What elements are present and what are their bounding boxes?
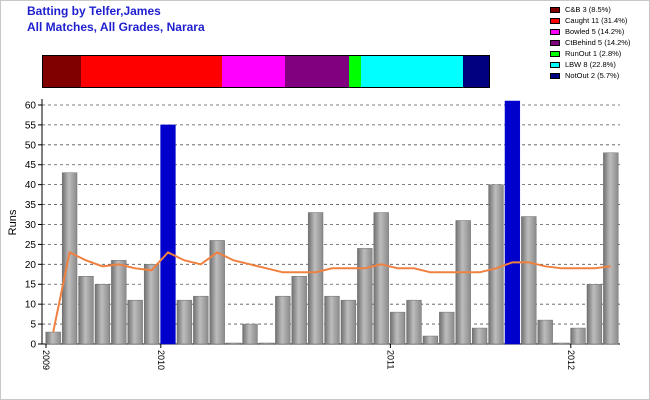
legend-swatch [550, 50, 560, 57]
strip-segment [463, 56, 489, 87]
x-year-label: 2012 [566, 350, 576, 370]
innings-bar [422, 335, 439, 345]
innings-bar [389, 311, 406, 345]
innings-bar [340, 299, 357, 345]
innings-bar [439, 311, 455, 345]
chart-title: Batting by Telfer,James [27, 4, 161, 18]
innings-bar [537, 319, 553, 345]
y-tick-label: 15 [25, 280, 37, 291]
x-year-label: 2011 [385, 350, 395, 369]
y-tick-label: 35 [25, 200, 37, 211]
innings-bar [291, 276, 307, 345]
legend-swatch [550, 39, 560, 46]
innings-bar [373, 212, 389, 345]
strip-segment [81, 56, 222, 87]
innings-bar [45, 331, 61, 345]
y-tick-label: 55 [25, 120, 37, 131]
y-tick-label: 5 [30, 320, 36, 331]
legend-swatch [550, 28, 560, 35]
legend-swatch [550, 61, 560, 68]
innings-bar [307, 212, 324, 345]
x-year-label: 2009 [41, 350, 51, 370]
innings-bar [111, 260, 127, 345]
innings-bar [406, 299, 422, 345]
legend-label: LBW 8 (22.8%) [565, 60, 616, 69]
strip-segment [43, 56, 82, 87]
legend-item: Bowled 5 (14.2%) [550, 26, 630, 37]
legend-label: C&B 3 (8.5%) [565, 5, 611, 14]
innings-bar [193, 295, 209, 345]
innings-bar [61, 172, 78, 345]
innings-bar [242, 323, 258, 345]
innings-bar [143, 264, 160, 345]
dismissal-breakdown-strip [42, 55, 490, 88]
legend-label: NotOut 2 (5.7%) [565, 71, 620, 80]
innings-bar [127, 299, 143, 345]
legend-label: RunOut 1 (2.8%) [565, 49, 622, 58]
strip-segment [285, 56, 349, 87]
innings-bar [225, 342, 242, 345]
y-tick-label: 50 [25, 140, 37, 151]
legend-item: C&B 3 (8.5%) [550, 4, 630, 15]
y-tick-label: 45 [25, 160, 37, 171]
innings-bar [521, 216, 537, 345]
innings-bar [488, 184, 504, 345]
chart-title-block: Batting by Telfer,James All Matches, All… [27, 3, 205, 35]
y-tick-label: 40 [25, 180, 37, 191]
strip-segment [348, 56, 362, 87]
dismissal-legend: C&B 3 (8.5%) Caught 11 (31.4%) Bowled 5 (1… [550, 4, 630, 81]
innings-bar [603, 152, 619, 345]
innings-bar [324, 295, 340, 345]
legend-item: CtBehind 5 (14.2%) [550, 37, 630, 48]
legend-item: LBW 8 (22.8%) [550, 59, 630, 70]
y-tick-label: 60 [25, 100, 37, 111]
innings-bar [94, 283, 111, 345]
innings-bar [471, 327, 488, 345]
innings-bar [553, 342, 570, 345]
highlighted-innings-bar [160, 124, 176, 345]
average-line [52, 250, 611, 333]
legend-swatch [550, 17, 560, 24]
innings-bar [357, 248, 373, 345]
innings-bar [209, 240, 225, 345]
legend-item: Caught 11 (31.4%) [550, 15, 630, 26]
legend-item: RunOut 1 (2.8%) [550, 48, 630, 59]
legend-item: NotOut 2 (5.7%) [550, 70, 630, 81]
legend-label: Caught 11 (31.4%) [565, 16, 628, 25]
legend-swatch [550, 6, 560, 13]
highlighted-innings-bar [504, 100, 521, 345]
strip-segment [361, 56, 464, 87]
y-tick-label: 20 [25, 260, 37, 271]
x-year-label: 2010 [156, 350, 166, 370]
chart-subtitle: All Matches, All Grades, Narara [27, 20, 205, 34]
innings-bar [258, 342, 275, 345]
innings-bar [78, 276, 94, 345]
y-tick-label: 10 [25, 300, 37, 311]
innings-bar [570, 327, 586, 345]
innings-bar [275, 295, 291, 345]
strip-segment [221, 56, 286, 87]
y-tick-label: 30 [25, 220, 37, 231]
y-axis-title: Runs [7, 209, 19, 235]
legend-label: CtBehind 5 (14.2%) [565, 38, 631, 47]
legend-label: Bowled 5 (14.2%) [565, 27, 625, 36]
innings-bar [176, 299, 193, 345]
innings-bar [586, 283, 603, 345]
y-tick-label: 0 [30, 340, 36, 351]
legend-swatch [550, 72, 560, 79]
y-tick-label: 25 [25, 240, 37, 251]
innings-bar [455, 220, 471, 345]
